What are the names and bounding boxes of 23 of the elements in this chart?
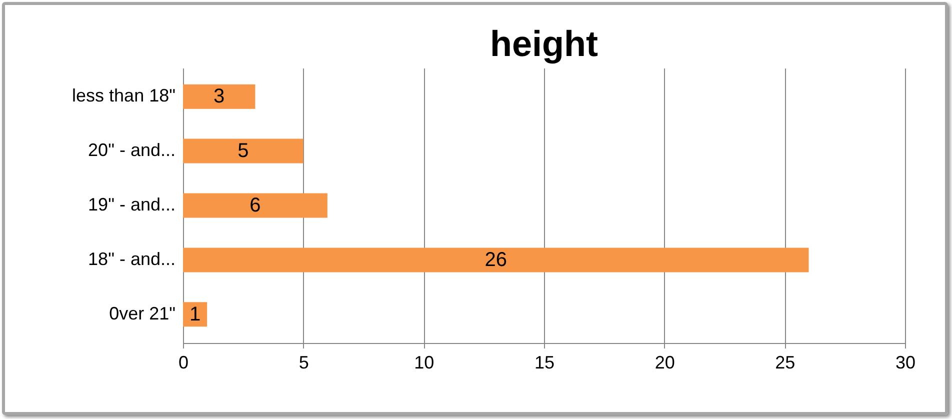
bar <box>183 302 208 327</box>
data-label: 1 <box>189 303 201 326</box>
data-label: 6 <box>250 194 261 216</box>
x-tick-label: 30 <box>895 352 916 372</box>
y-tick-label: 18" - and... <box>88 248 176 269</box>
bar <box>183 248 809 272</box>
bar <box>183 138 304 164</box>
y-tick-label: 0ver 21" <box>109 303 176 324</box>
x-tick-label: 20 <box>654 352 675 372</box>
y-tick-label: less than 18" <box>72 86 176 106</box>
bar <box>183 84 256 109</box>
y-tick-label: 19" - and... <box>88 194 176 214</box>
data-label: 5 <box>238 140 249 162</box>
y-tick-label: 20" - and... <box>88 140 176 160</box>
x-tick-label: 15 <box>534 352 555 372</box>
x-tick-label: 25 <box>775 352 796 372</box>
bar <box>183 193 328 218</box>
chart-title: height <box>490 23 598 64</box>
x-tick-label: 0 <box>178 352 189 372</box>
x-tick-label: 5 <box>298 352 309 372</box>
x-tick-label: 10 <box>414 352 434 372</box>
data-label: 3 <box>214 86 225 108</box>
data-label: 26 <box>484 248 507 271</box>
